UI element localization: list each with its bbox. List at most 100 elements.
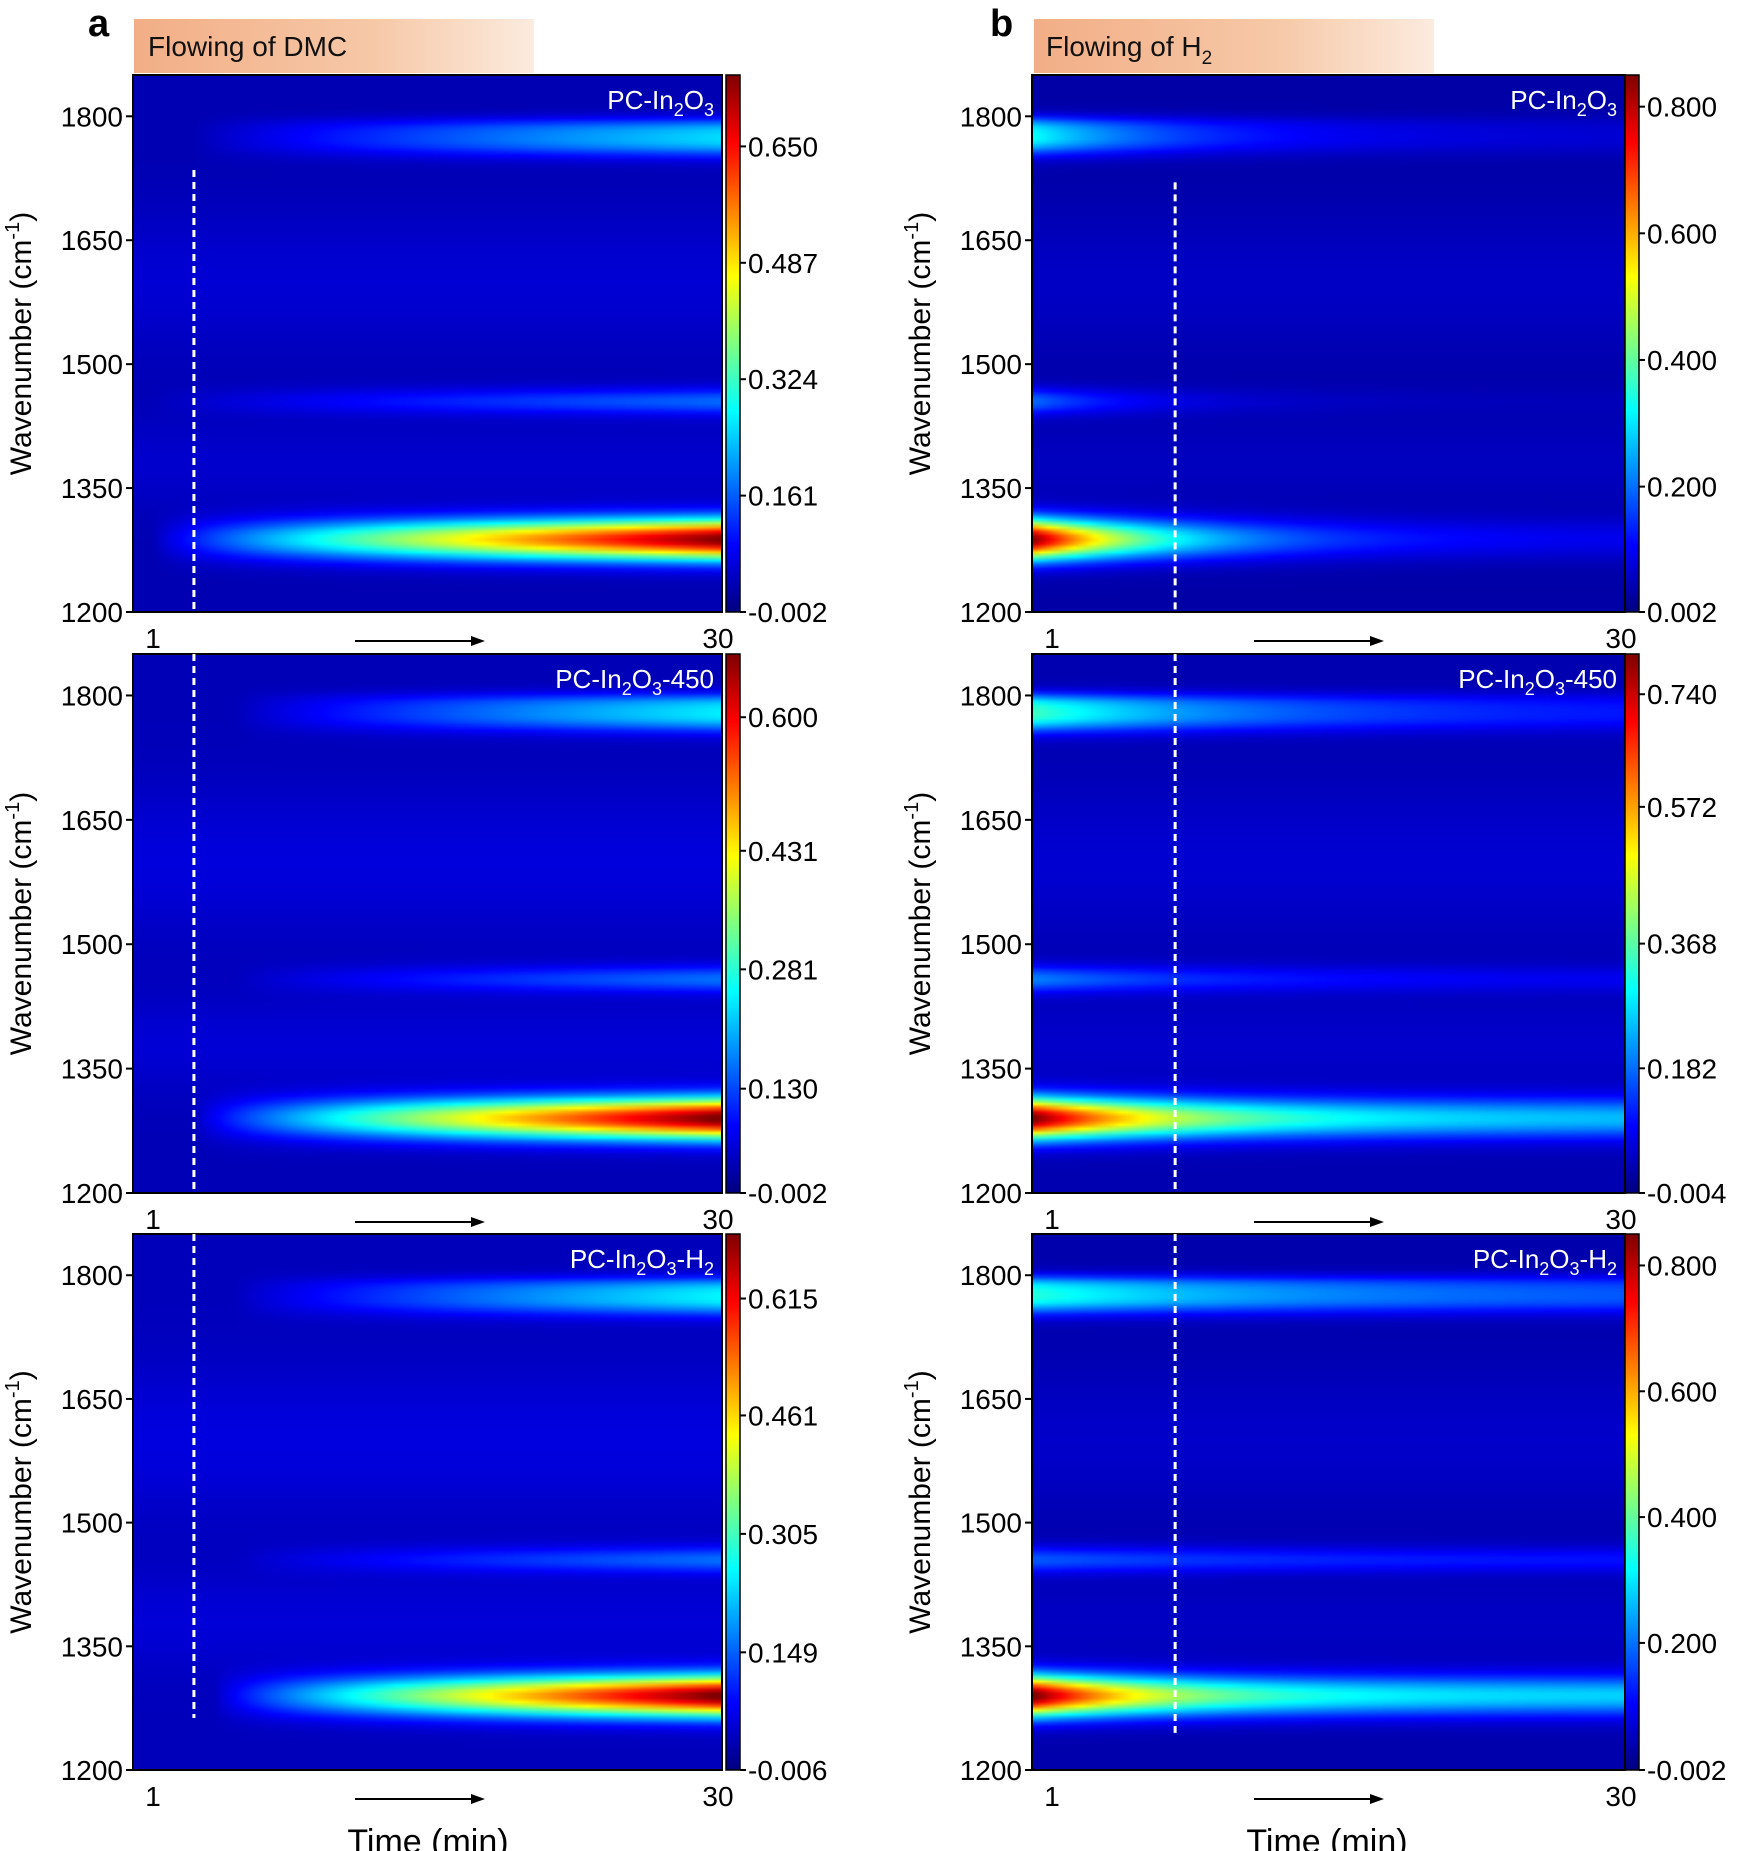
y-tick-label: 1200	[61, 597, 123, 628]
y-tick-label: 1650	[960, 805, 1022, 836]
x-start-label: 1	[1044, 1204, 1060, 1235]
colorbar-tick-label: 0.281	[748, 954, 818, 985]
y-axis-label: Wavenumber (cm-1)	[901, 212, 937, 475]
sample-title: PC-In2O3-450	[555, 664, 714, 699]
colorbar-tick-label: 0.400	[1647, 345, 1717, 376]
heatmap-panel-a2: 1200 1350 1500 1650 1800 Wavenumber (cm-1) PC-…	[2, 653, 827, 1285]
colorbar-tick-label: 0.800	[1647, 92, 1717, 123]
y-tick-label: 1500	[960, 349, 1022, 380]
y-tick-label: 1500	[61, 349, 123, 380]
y-tick-label: 1200	[960, 1178, 1022, 1209]
y-tick-label: 1200	[61, 1178, 123, 1209]
colorbar	[725, 1233, 741, 1771]
heatmap-panel-b1: 1200 1350 1500 1650 1800 Wavenumber (cm-1) PC-…	[901, 74, 1717, 704]
sample-title: PC-In2O3-450	[1458, 664, 1617, 699]
y-tick-label: 1350	[61, 1631, 123, 1662]
y-tick-label: 1500	[61, 929, 123, 960]
y-tick-label: 1200	[61, 1755, 123, 1786]
y-axis-label: Wavenumber (cm-1)	[2, 1370, 38, 1633]
y-tick-label: 1800	[61, 680, 123, 711]
x-axis-label: Time (min)	[347, 1823, 508, 1851]
colorbar-tick-label: 0.650	[748, 131, 818, 162]
time-arrow-head	[471, 1794, 485, 1804]
heatmap-image	[133, 654, 722, 1193]
y-tick-label: 1500	[960, 929, 1022, 960]
heatmap-panel-a1: 1200 1350 1500 1650 1800 Wavenumber (cm-1) PC-…	[2, 74, 827, 704]
colorbar-tick-label: 0.130	[748, 1074, 818, 1105]
y-axis-label: Wavenumber (cm-1)	[901, 1370, 937, 1633]
condition-banner-a: Flowing of DMC	[134, 19, 534, 73]
x-start-label: 1	[145, 1204, 161, 1235]
heatmap-image	[1032, 75, 1625, 612]
heatmap-image	[133, 1234, 722, 1770]
y-tick-label: 1800	[960, 680, 1022, 711]
y-tick-label: 1350	[960, 473, 1022, 504]
colorbar-tick-label: 0.600	[748, 702, 818, 733]
colorbar-tick-label: 0.368	[1647, 929, 1717, 960]
time-arrow-head	[471, 636, 485, 646]
colorbar-tick-label: -0.002	[748, 1178, 827, 1209]
colorbar-tick-label: 0.400	[1647, 1502, 1717, 1533]
y-tick-label: 1800	[960, 101, 1022, 132]
y-tick-label: 1350	[61, 473, 123, 504]
heatmap-image	[133, 75, 722, 612]
colorbar-tick-label: -0.002	[1647, 1755, 1726, 1786]
y-tick-label: 1350	[960, 1054, 1022, 1085]
colorbar-tick-label: 0.182	[1647, 1053, 1717, 1084]
y-tick-label: 1650	[61, 225, 123, 256]
colorbar-tick-label: 0.149	[748, 1637, 818, 1668]
colorbar-tick-label: 0.800	[1647, 1250, 1717, 1281]
colorbar-tick-label: 0.487	[748, 248, 818, 279]
sample-title: PC-In2O3	[607, 85, 714, 120]
y-axis-label: Wavenumber (cm-1)	[901, 792, 937, 1055]
colorbar	[725, 74, 741, 613]
y-tick-label: 1500	[960, 1508, 1022, 1539]
y-tick-label: 1650	[960, 1384, 1022, 1415]
panel-letter-b: b	[990, 3, 1013, 45]
colorbar-tick-label: 0.002	[1647, 597, 1717, 628]
y-tick-label: 1650	[960, 225, 1022, 256]
x-start-label: 1	[1044, 1781, 1060, 1812]
plot-frame	[132, 1233, 723, 1771]
heatmap-panel-a3: 1200 1350 1500 1650 1800 Wavenumber (cm-1) PC-…	[2, 1233, 827, 1851]
x-start-label: 1	[1044, 623, 1060, 654]
sample-title: PC-In2O3-H2	[570, 1244, 714, 1279]
colorbar	[1624, 74, 1640, 613]
colorbar-tick-label: 0.600	[1647, 1376, 1717, 1407]
x-end-label: 30	[702, 623, 733, 654]
heatmap-panel-b3: 1200 1350 1500 1650 1800 Wavenumber (cm-1) PC-…	[901, 1233, 1726, 1851]
x-end-label: 30	[1605, 1781, 1636, 1812]
colorbar-tick-label: 0.615	[748, 1284, 818, 1315]
colorbar-tick-label: -0.004	[1647, 1178, 1726, 1209]
y-tick-label: 1800	[61, 1260, 123, 1291]
colorbar-tick-label: 0.200	[1647, 1628, 1717, 1659]
x-start-label: 1	[145, 623, 161, 654]
banner-background-a	[134, 19, 534, 73]
banner-background-b	[1034, 19, 1434, 73]
colorbar	[1624, 1233, 1640, 1771]
x-start-label: 1	[145, 1781, 161, 1812]
panels-layer: 1200 1350 1500 1650 1800 Wavenumber (cm-1) PC-…	[2, 74, 1726, 1851]
colorbar-tick-label: 0.431	[748, 836, 818, 867]
y-tick-label: 1800	[61, 101, 123, 132]
x-end-label: 30	[702, 1204, 733, 1235]
time-arrow-head	[471, 1217, 485, 1227]
banner-text-a: Flowing of DMC	[148, 31, 347, 62]
x-end-label: 30	[1605, 623, 1636, 654]
plot-frame	[132, 653, 723, 1194]
y-tick-label: 1650	[61, 1384, 123, 1415]
banner-text-b: Flowing of H2	[1046, 31, 1212, 69]
y-axis-label: Wavenumber (cm-1)	[2, 792, 38, 1055]
colorbar-tick-label: 0.461	[748, 1400, 818, 1431]
heatmap-image	[1032, 1234, 1625, 1770]
heatmap-panel-b2: 1200 1350 1500 1650 1800 Wavenumber (cm-1) PC-…	[901, 653, 1726, 1285]
condition-banner-b: Flowing of H2	[1034, 19, 1434, 73]
colorbar	[1624, 653, 1640, 1194]
colorbar-tick-label: 0.161	[748, 481, 818, 512]
sample-title: PC-In2O3-H2	[1473, 1244, 1617, 1279]
y-tick-label: 1500	[61, 1508, 123, 1539]
colorbar	[725, 653, 741, 1194]
x-axis-label: Time (min)	[1246, 1823, 1407, 1851]
y-tick-label: 1800	[960, 1260, 1022, 1291]
